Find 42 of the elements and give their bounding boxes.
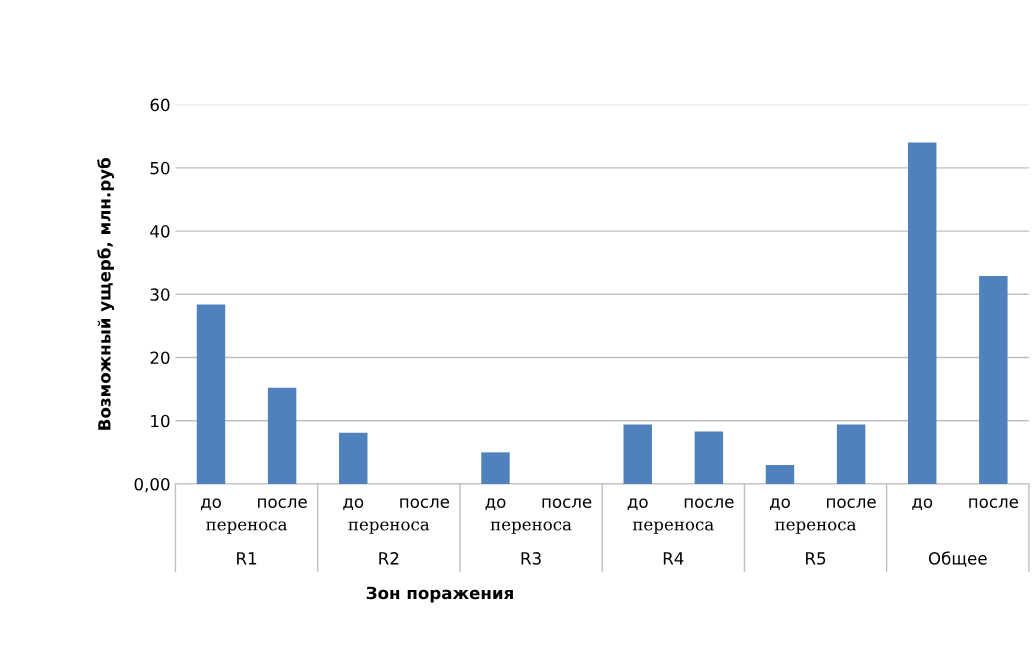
x-tick-label: после (258, 498, 307, 508)
bar (339, 432, 368, 484)
y-tick-label: 30 (150, 288, 170, 301)
text: R5 (806, 552, 826, 565)
text: R2 (379, 552, 399, 565)
bar (481, 452, 510, 484)
bar (836, 424, 866, 484)
x-tick-label: после (400, 498, 450, 508)
x-tick-label: после (684, 498, 734, 508)
x-tick-label: после (542, 498, 592, 508)
bar (979, 275, 1008, 484)
text: R1 (237, 552, 257, 565)
y-tick-label: 50 (150, 161, 170, 175)
text: переноса (490, 521, 572, 534)
text: переноса (775, 521, 857, 534)
x-tick-label: до (343, 498, 364, 511)
text: R3 (521, 552, 541, 565)
x-tick-label: после (827, 498, 876, 508)
bar (908, 142, 937, 484)
text: переноса (206, 521, 288, 534)
x-tick-label: до (769, 498, 790, 511)
text: переноса (632, 521, 714, 534)
text: R4 (663, 552, 684, 565)
y-axis-title: Возможный ущерб, млн.руб (97, 158, 115, 430)
bar (267, 387, 297, 484)
y-tick-label: 40 (150, 225, 170, 238)
x-axis-title: Зон поражения (366, 586, 513, 603)
x-tick-label: после (969, 498, 1019, 508)
x-tick-label: до (627, 498, 648, 511)
y-tick-label: 20 (150, 351, 170, 365)
bar (196, 304, 226, 484)
bar (694, 431, 724, 484)
x-tick-label: до (485, 498, 506, 511)
y-tick-label: 0,00 (134, 477, 170, 493)
y-tick-label: 60 (150, 98, 170, 112)
x-tick-label: до (912, 498, 933, 511)
bar (623, 424, 652, 484)
text: переноса (348, 521, 430, 534)
y-tick-label: 10 (151, 414, 170, 428)
bar (765, 464, 795, 484)
x-tick-label: до (201, 498, 221, 511)
text: Общее (928, 551, 987, 567)
